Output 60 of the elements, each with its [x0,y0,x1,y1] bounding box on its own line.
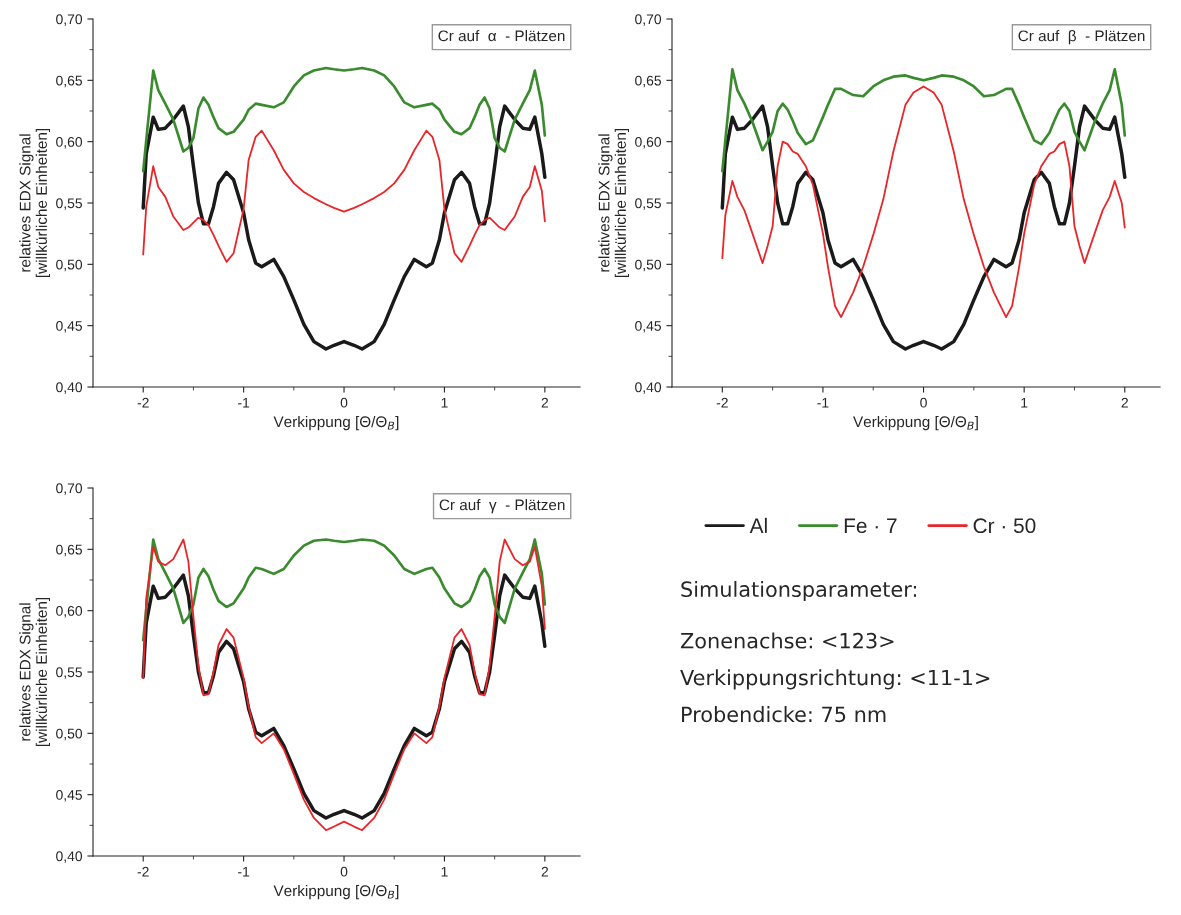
x-tick-label: -1 [817,397,829,408]
line-series [141,66,547,173]
text: Cr auf α - Plätzen [438,30,565,42]
y-tick-label: 0,40 [56,382,83,394]
y-tick-label: 0,70 [56,14,83,26]
line-series [142,538,546,832]
y-tick-label: 0,50 [56,728,83,741]
y-axis-title: relatives EDX Signal [willkürliche Einheiten] [19,597,50,747]
y-axis-title: relatives EDX Signal [willkürliche Einheiten] [19,128,50,278]
y-tick-label: 0,70 [56,483,83,495]
x-tick-label: -1 [238,397,250,408]
y-tick-label: 0,40 [56,851,83,863]
text: Probendicke: 75 nm [682,706,886,723]
x-tick-label: 0 [340,866,348,877]
y-tick-label: 0,65 [635,75,661,88]
y-tick-label: 0,55 [635,198,661,210]
legend-label: Al [749,517,767,533]
x-tick-label: -1 [238,866,250,877]
y-tick-label: 0,60 [635,137,662,149]
x-tick-label: 2 [541,866,549,877]
line-series [720,67,1127,173]
legend-label: Cr · 50 [973,518,1036,534]
y-tick-label: 0,65 [56,544,82,557]
y-tick-label: 0,55 [56,198,82,210]
text: Zonenachse: <123> [680,632,894,649]
x-tick-label: -2 [137,866,149,877]
x-tick-label: 0 [920,397,927,408]
x-tick-label: -2 [716,397,728,408]
text: Cr auf β - Plätzen [1018,30,1145,45]
y-tick-label: 0,70 [635,14,662,26]
y-tick-label: 0,65 [56,75,82,88]
x-tick-label: 1 [441,866,448,877]
line-series [141,104,547,351]
x-tick-label: -2 [137,397,149,408]
x-tick-label: 2 [1121,397,1128,408]
x-tick-label: 0 [340,397,348,408]
legend-label: Fe · 7 [844,518,897,534]
y-tick-label: 0,45 [635,321,661,333]
text: Simulationsparameter: [681,580,917,602]
x-tick-label: 1 [1021,397,1028,408]
y-tick-label: 0,60 [56,137,83,149]
x-axis-title: Verkippung [Θ/Θ$_{B}$] [853,415,978,431]
y-tick-label: 0,45 [56,321,82,333]
y-tick-label: 0,60 [56,606,83,618]
line-series [720,104,1127,351]
y-tick-label: 0,50 [56,259,83,272]
x-axis-title: Verkippung [Θ/Θ$_{B}$] [273,415,399,431]
line-series [721,85,1126,318]
x-axis-title: Verkippung [Θ/Θ$_{B}$] [273,884,399,900]
text: Verkippungsrichtung: <11-1> [680,669,990,690]
y-tick-label: 0,50 [635,259,662,272]
x-tick-label: 2 [541,397,549,408]
line-series [141,538,547,642]
x-tick-label: 1 [441,397,448,408]
line-series [142,129,546,263]
y-tick-label: 0,55 [56,667,82,679]
y-tick-label: 0,45 [56,790,82,802]
y-tick-label: 0,40 [635,382,662,394]
y-axis-title: relatives EDX Signal [willkürliche Einheiten] [598,128,629,278]
text: Cr auf γ - Plätzen [439,499,565,514]
